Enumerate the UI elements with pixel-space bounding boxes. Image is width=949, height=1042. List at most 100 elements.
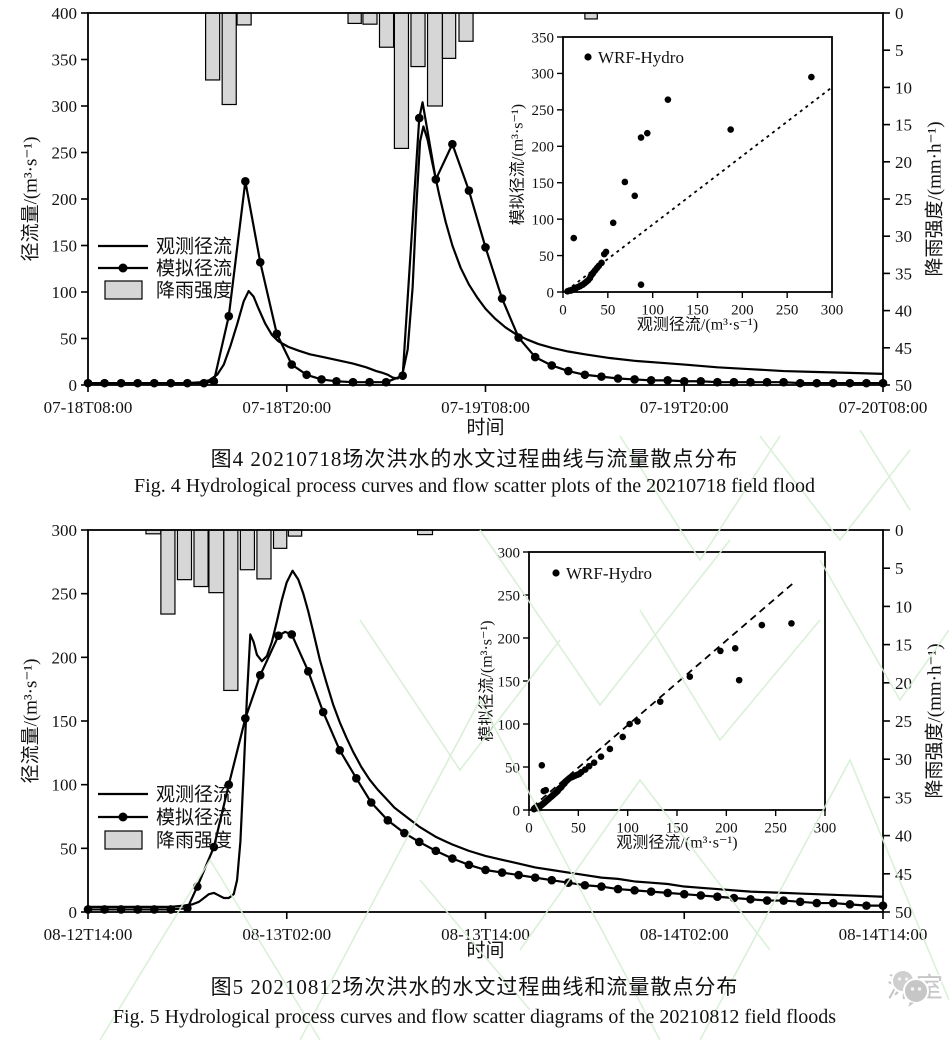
y2-tick-label: 10 — [895, 597, 912, 616]
inset-x-tick-label: 50 — [571, 820, 586, 836]
y-tick-label: 250 — [52, 143, 78, 162]
y2-tick-label: 30 — [895, 227, 912, 246]
inset-y-tick-label: 0 — [513, 803, 521, 819]
inset-y-tick-label: 250 — [498, 588, 521, 604]
inset-legend-label: WRF-Hydro — [598, 48, 684, 67]
inset-x-tick-label: 50 — [600, 302, 615, 318]
fig5-caption-zh: 图5 20210812场次洪水的水文过程曲线和流量散点分布 — [210, 975, 739, 999]
y2-tick-label: 10 — [895, 78, 912, 97]
fig4-rain-bars — [204, 12, 598, 150]
rain-bar — [160, 529, 176, 615]
fig4-inset-chart: 0 50 100 150 200 250 300 350 0 50 100 150 200 250 300 观… — [509, 30, 844, 333]
y-tick-label: 150 — [52, 712, 78, 731]
x-tick-label: 08-12T14:00 — [44, 925, 133, 944]
y-tick-label: 300 — [52, 97, 78, 116]
y2-tick-label: 20 — [895, 674, 912, 693]
y-tick-label: 100 — [52, 283, 78, 302]
y2-tick-label: 30 — [895, 750, 912, 769]
inset-x-tick-label: 250 — [776, 302, 799, 318]
watermark-pattern — [99, 429, 949, 1041]
x-axis-label: 时间 — [466, 417, 504, 439]
y-axis-label: 径流量/(m³·s⁻¹) — [20, 659, 42, 784]
rain-bar — [221, 12, 237, 106]
inset-x-tick-label: 300 — [821, 302, 844, 318]
fig5-rain-bars — [145, 529, 434, 692]
y-tick-label: 0 — [69, 376, 78, 395]
rain-bar — [362, 12, 378, 25]
x-tick-label: 08-13T02:00 — [242, 925, 331, 944]
rain-bar — [236, 12, 252, 26]
y2-tick-label: 25 — [895, 190, 912, 209]
x-tick-label: 07-19T20:00 — [640, 398, 729, 417]
y-tick-label: 250 — [52, 585, 78, 604]
legend-label: 模拟径流 — [156, 807, 232, 829]
y-tick-label: 350 — [52, 50, 78, 69]
inset-y-tick-label: 0 — [547, 285, 555, 301]
inset-x-tick-label: 200 — [731, 302, 754, 318]
y-tick-label: 400 — [52, 4, 78, 23]
rain-bar — [458, 12, 474, 42]
fig4-caption-en: Fig. 4 Hydrological process curves and f… — [134, 475, 815, 497]
inset-y-tick-label: 200 — [498, 631, 521, 647]
inset-y-tick-label: 50 — [505, 760, 520, 776]
y-axis-label: 径流量/(m³·s⁻¹) — [20, 137, 42, 262]
y2-tick-label: 40 — [895, 827, 912, 846]
rain-bar — [223, 529, 239, 692]
y2-tick-label: 25 — [895, 712, 912, 731]
inset-y-tick-label: 150 — [498, 674, 521, 690]
legend-bar-swatch — [104, 280, 143, 300]
rain-bar — [239, 529, 256, 571]
legend-label: 降雨强度 — [156, 280, 232, 302]
inset-y-tick-label: 300 — [498, 545, 521, 561]
inset-legend-label: WRF-Hydro — [566, 564, 652, 583]
inset-x-axis-label: 观测径流/(m³·s⁻¹) — [616, 834, 737, 852]
inset-y-axis-label: 模拟径流/(m³·s⁻¹) — [478, 620, 496, 741]
y-tick-label: 200 — [52, 190, 78, 209]
y2-tick-label: 20 — [895, 153, 912, 172]
y2-tick-label: 15 — [895, 116, 912, 135]
y-tick-label: 50 — [60, 839, 77, 858]
x-tick-label: 07-19T08:00 — [441, 398, 530, 417]
inset-y-tick-label: 150 — [532, 176, 555, 192]
y2-tick-label: 15 — [895, 636, 912, 655]
y-tick-label: 100 — [52, 776, 78, 795]
inset-y-tick-label: 100 — [498, 717, 521, 733]
fig4-scatter-points — [564, 73, 815, 295]
rain-bar — [208, 529, 225, 594]
fig5-scatter-points — [530, 620, 795, 813]
y-tick-label: 50 — [60, 329, 77, 348]
x-tick-label: 08-14T14:00 — [839, 925, 928, 944]
x-tick-label: 08-14T02:00 — [640, 925, 729, 944]
y2-tick-label: 50 — [895, 376, 912, 395]
legend-label: 观测径流 — [156, 784, 232, 806]
inset-x-tick-label: 150 — [686, 302, 709, 318]
inset-y-tick-label: 250 — [532, 103, 555, 119]
inset-x-tick-label: 200 — [715, 820, 738, 836]
inset-x-tick-label: 0 — [525, 820, 533, 836]
y-tick-label: 200 — [52, 648, 78, 667]
y2-tick-label: 35 — [895, 264, 912, 283]
y-tick-label: 300 — [52, 521, 78, 540]
rain-bar — [256, 529, 272, 580]
inset-y-tick-label: 200 — [532, 140, 555, 156]
y2-tick-label: 45 — [895, 339, 912, 358]
fig5-caption-en: Fig. 5 Hydrological process curves and f… — [112, 1006, 837, 1028]
legend-label: 观测径流 — [156, 236, 232, 258]
rain-bar — [441, 12, 457, 59]
legend-dot-marker — [118, 263, 128, 273]
fig5-simulated-dots — [83, 630, 888, 914]
rain-bar — [410, 12, 426, 68]
wechat-bubbles-icon — [891, 969, 929, 1007]
y2-tick-label: 40 — [895, 302, 912, 321]
inset-y-tick-label: 100 — [532, 212, 555, 228]
inset-x-tick-label: 300 — [814, 820, 837, 836]
y2-axis-label: 降雨强度/(mm·h⁻¹) — [924, 121, 946, 276]
y2-tick-label: 35 — [895, 788, 912, 807]
inset-x-axis-label: 观测径流/(m³·s⁻¹) — [637, 316, 758, 334]
inset-y-axis-label: 模拟径流/(m³·s⁻¹) — [509, 104, 527, 225]
